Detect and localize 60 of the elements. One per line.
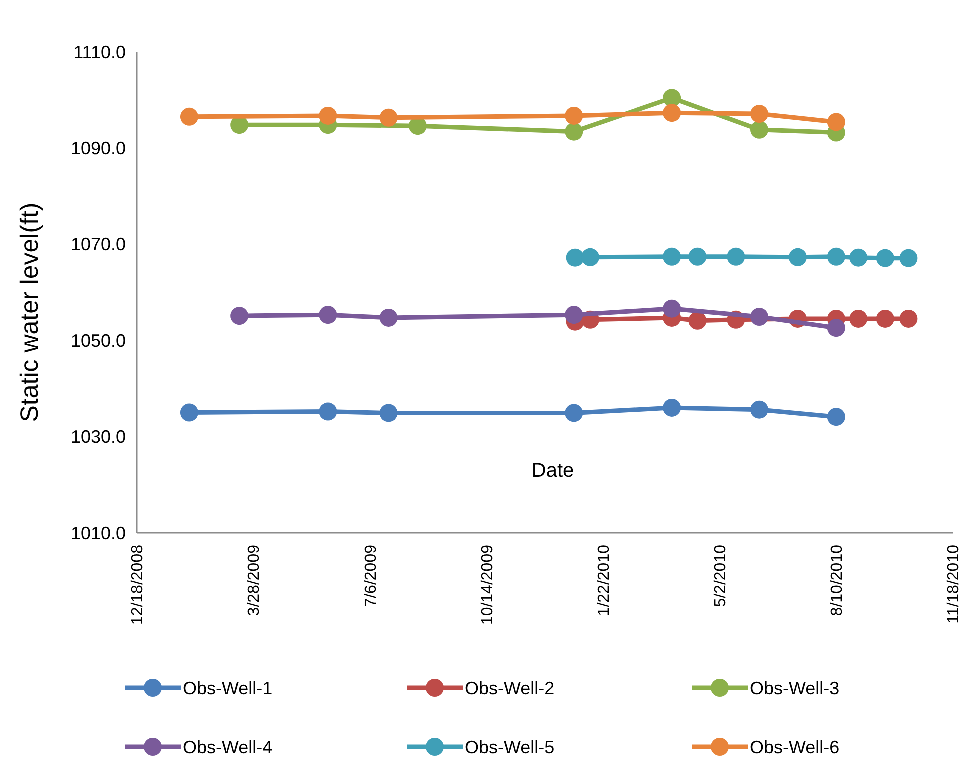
point bbox=[380, 404, 398, 422]
point bbox=[750, 105, 768, 124]
point bbox=[565, 306, 584, 324]
point bbox=[850, 248, 868, 267]
legend-label: Obs-Well-1 bbox=[183, 678, 273, 698]
point bbox=[827, 248, 846, 266]
y-axis-title: Static water level(ft) bbox=[16, 202, 44, 422]
point bbox=[319, 306, 338, 324]
point bbox=[876, 249, 894, 268]
x-tick-label: 11/18/2010 bbox=[946, 544, 963, 624]
point bbox=[566, 248, 584, 267]
y-tick-label: 1070.0 bbox=[70, 234, 126, 255]
x-tick-label: 3/28/2009 bbox=[246, 544, 264, 616]
point bbox=[319, 402, 338, 421]
point bbox=[750, 120, 768, 139]
point bbox=[581, 248, 600, 266]
point bbox=[180, 404, 198, 422]
point bbox=[565, 404, 584, 422]
y-tick-label: 1110.0 bbox=[74, 42, 126, 62]
point bbox=[565, 122, 584, 141]
y-tick-label: 1050.0 bbox=[70, 330, 126, 351]
point bbox=[380, 108, 398, 127]
point bbox=[827, 319, 846, 338]
point bbox=[663, 89, 682, 108]
x-tick-label: 10/14/2009 bbox=[479, 544, 496, 626]
point bbox=[663, 248, 682, 266]
point bbox=[876, 310, 894, 328]
point bbox=[788, 248, 807, 266]
x-tick-label: 5/2/2010 bbox=[712, 544, 730, 608]
point bbox=[565, 106, 584, 125]
point bbox=[663, 300, 682, 318]
point bbox=[230, 307, 249, 326]
legend-label: Obs-Well-4 bbox=[183, 737, 273, 758]
point bbox=[727, 248, 746, 266]
x-tick-label: 12/18/2008 bbox=[130, 544, 147, 626]
x-axis-title: Date bbox=[532, 460, 574, 482]
y-tick-label: 1030.0 bbox=[70, 427, 126, 448]
legend-label: Obs-Well-3 bbox=[750, 678, 840, 698]
point bbox=[827, 408, 846, 426]
point bbox=[319, 106, 338, 125]
point bbox=[850, 310, 868, 328]
x-tick-label: 8/10/2010 bbox=[829, 544, 846, 616]
y-tick-label: 1090.0 bbox=[70, 138, 126, 158]
point bbox=[688, 248, 707, 266]
point bbox=[380, 308, 398, 327]
point bbox=[900, 249, 918, 268]
x-tick-label: 1/22/2010 bbox=[596, 544, 613, 616]
point bbox=[750, 308, 768, 326]
legend-label: Obs-Well-5 bbox=[465, 737, 555, 758]
point bbox=[663, 104, 682, 122]
legend-label: Obs-Well-6 bbox=[750, 737, 840, 758]
point bbox=[900, 310, 918, 328]
point bbox=[750, 400, 768, 419]
point bbox=[180, 108, 198, 126]
point bbox=[663, 398, 682, 417]
y-tick-label: 1010.0 bbox=[70, 523, 126, 544]
legend-label: Obs-Well-2 bbox=[465, 678, 555, 698]
point bbox=[827, 113, 846, 132]
point bbox=[688, 312, 707, 330]
x-tick-label: 7/6/2009 bbox=[362, 544, 380, 608]
